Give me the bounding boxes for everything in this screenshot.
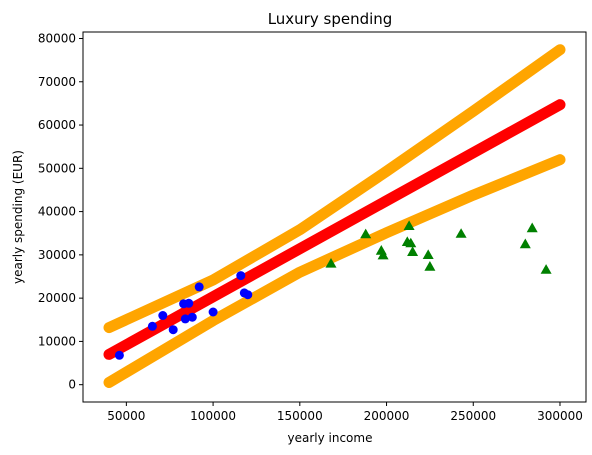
data-point-blue [243,290,253,300]
data-point-green [405,237,417,248]
y-tick-label: 80000 [38,31,76,45]
x-tick-label: 300000 [537,409,583,423]
data-point-green [519,238,531,249]
y-tick-label: 40000 [38,205,76,219]
data-point-green [422,249,434,259]
y-tick-label: 50000 [38,161,76,175]
x-tick-label: 100000 [190,409,236,423]
data-point-blue [187,312,197,322]
x-tick-label: 200000 [364,409,410,423]
data-point-blue [184,298,194,308]
data-point-green [325,258,337,268]
data-point-blue [194,282,204,292]
x-axis-label: yearly income [288,431,373,445]
data-point-green [455,228,467,238]
x-tick-label: 250000 [450,409,496,423]
x-tick-label: 150000 [277,409,323,423]
y-tick-label: 70000 [38,75,76,89]
data-point-blue [208,307,218,317]
y-tick-label: 10000 [38,334,76,348]
data-point-blue [158,311,168,320]
data-point-blue [180,314,190,324]
data-point-green [377,249,389,260]
y-axis-label: yearly spending (EUR) [11,150,25,284]
regression-line [103,99,566,360]
y-tick-label: 60000 [38,118,76,132]
data-point-blue [168,325,178,335]
x-tick-label: 50000 [107,409,145,423]
y-axis: 0 10000 20000 30000 40000 50000 60000 70000 8000… [38,31,83,392]
data-point-green [403,220,415,230]
data-point-green [540,264,552,274]
y-tick-label: 30000 [38,248,76,262]
data-point-blue [236,271,246,281]
y-tick-label: 0 [68,378,76,392]
x-axis: 50000 100000 150000 200000 250000 300000 [107,402,583,423]
data-point-green [407,246,419,256]
data-point-green [526,222,538,233]
lower-band-line [103,154,566,388]
data-point-blue [114,350,124,360]
plot-area [103,44,566,388]
plot-frame [82,31,587,403]
data-point-blue [147,321,157,331]
data-point-green [360,228,372,239]
data-point-green [424,261,436,271]
chart-title: Luxury spending [268,10,393,28]
y-tick-label: 20000 [38,291,76,305]
